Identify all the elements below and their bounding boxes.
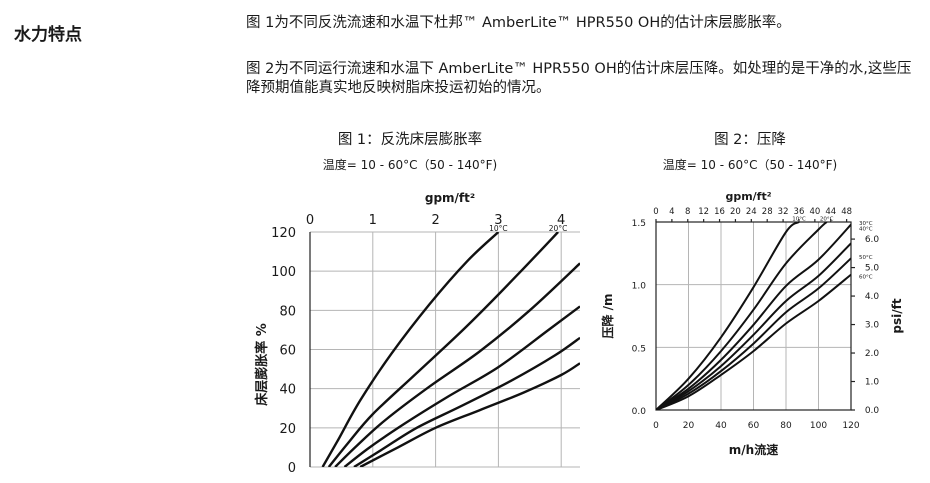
chart1-y-tick-label: 0 bbox=[288, 461, 296, 476]
chart2-y-tick-label: 0.5 bbox=[632, 344, 646, 354]
chart2-series-label: 20°C bbox=[820, 217, 834, 223]
chart2-title: 图 2：压降 bbox=[714, 132, 786, 148]
chart1-series-line-6 bbox=[359, 362, 580, 467]
chart2-x-tick-label: 20 bbox=[683, 421, 695, 431]
chart1-series-label: 20°C bbox=[549, 224, 568, 233]
chart2-x-tick-label: 60 bbox=[748, 421, 760, 431]
chart2-x2-tick-label: 20 bbox=[730, 207, 741, 217]
chart2-subtitle: 温度= 10 - 60°C（50 - 140°F) bbox=[662, 158, 838, 172]
paragraph-1: 图 1为不同反洗流速和水温下杜邦™ AmberLite™ HPR550 OH的估… bbox=[246, 15, 791, 31]
chart2-y2-tick-label: 1.0 bbox=[865, 378, 880, 388]
chart1-x2-tick-label: 3 bbox=[494, 213, 502, 228]
chart2-series-label: 10°C bbox=[792, 217, 806, 223]
chart2-y2-tick-label: 6.0 bbox=[865, 235, 880, 245]
chart2-x2-tick-label: 44 bbox=[825, 207, 836, 217]
chart1-y-tick-label: 80 bbox=[279, 304, 296, 319]
chart2-x-tick-label: 40 bbox=[715, 421, 727, 431]
chart1-y-tick-label: 40 bbox=[279, 383, 296, 398]
chart2-series-label: 30°C bbox=[859, 221, 873, 227]
chart1-series-line-2 bbox=[327, 232, 559, 467]
chart2-x2-tick-label: 4 bbox=[669, 207, 674, 217]
chart2-x-tick-label: 0 bbox=[653, 421, 659, 431]
chart2-series-label: 40°C bbox=[859, 227, 873, 233]
chart1-title: 图 1：反洗床层膨胀率 bbox=[337, 132, 483, 148]
chart2-x2-tick-label: 48 bbox=[841, 207, 852, 217]
chart2-y-tick-label: 1.0 bbox=[632, 282, 647, 292]
chart2-y2-tick-label: 0.0 bbox=[865, 406, 880, 416]
chart2-y2-label: psi/ft bbox=[890, 298, 904, 333]
chart2-series-label: 50°C bbox=[859, 255, 873, 261]
chart2-series-line-4 bbox=[656, 242, 851, 410]
chart1-series-line-3 bbox=[334, 262, 580, 467]
paragraph-2: 图 2为不同运行流速和水温下 AmberLite™ HPR550 OH的估计床层… bbox=[246, 61, 912, 96]
chart2-x2-tick-label: 36 bbox=[794, 207, 805, 217]
chart1-x2-tick-label: 2 bbox=[431, 213, 439, 228]
chart1-x2-label: gpm/ft² bbox=[425, 191, 475, 205]
chart1-subtitle: 温度= 10 - 60°C（50 - 140°F) bbox=[322, 158, 498, 172]
chart1-y-tick-label: 100 bbox=[271, 265, 296, 280]
chart2-y-label: 压降 /m bbox=[600, 293, 615, 338]
chart2-series-label: 60°C bbox=[859, 274, 873, 280]
chart2-y-tick-label: 1.5 bbox=[632, 219, 646, 229]
chart1-y-tick-label: 20 bbox=[279, 422, 296, 437]
chart2-series-line-5 bbox=[656, 257, 851, 410]
chart1-x2-tick-label: 4 bbox=[557, 213, 565, 228]
chart1-x2-tick-label: 1 bbox=[369, 213, 377, 228]
section-title: 水力特点 bbox=[14, 25, 82, 45]
chart2-x-tick-label: 120 bbox=[842, 421, 859, 431]
chart2-y2-tick-label: 2.0 bbox=[865, 349, 880, 359]
chart2-x-label: m/h流速 bbox=[729, 442, 778, 457]
chart2-y2-tick-label: 3.0 bbox=[865, 321, 880, 331]
chart1-y-label: 床层膨胀率 % bbox=[254, 323, 270, 406]
chart2-x2-tick-label: 12 bbox=[698, 207, 709, 217]
chart2-series-line-1 bbox=[656, 222, 800, 410]
chart2-series-line-6 bbox=[656, 273, 851, 410]
chart2-x2-tick-label: 40 bbox=[809, 207, 820, 217]
chart1-y-tick-label: 60 bbox=[279, 344, 296, 359]
chart1-series-line-4 bbox=[343, 305, 580, 467]
chart2-x2-tick-label: 0 bbox=[653, 207, 658, 217]
chart1-x2-tick-label: 0 bbox=[306, 213, 314, 228]
chart2-series-line-3 bbox=[656, 223, 851, 410]
chart1-series-line-5 bbox=[353, 336, 580, 467]
chart1-bed-expansion: 0 20 40 60 80 100 120 0 1 2 3 4 gpm/ft² 床层膨胀率 % 10°C 20… bbox=[254, 191, 580, 476]
chart2-x2-tick-label: 24 bbox=[746, 207, 757, 217]
chart2-y2-tick-label: 5.0 bbox=[865, 264, 880, 274]
chart2-x-tick-label: 100 bbox=[810, 421, 827, 431]
chart2-x2-tick-label: 8 bbox=[685, 207, 690, 217]
chart2-x2-tick-label: 28 bbox=[762, 207, 773, 217]
chart2-y-tick-label: 0.0 bbox=[632, 407, 647, 417]
chart1-series-line-1 bbox=[321, 232, 500, 467]
chart1-y-tick-label: 120 bbox=[271, 226, 296, 241]
chart2-frame bbox=[655, 221, 852, 411]
chart2-x-tick-label: 80 bbox=[780, 421, 792, 431]
chart2-x2-label: gpm/ft² bbox=[725, 190, 771, 203]
chart1-series-label: 10°C bbox=[489, 224, 508, 233]
chart2-x2-tick-label: 16 bbox=[714, 207, 725, 217]
chart2-x2-tick-label: 32 bbox=[778, 207, 789, 217]
chart2-y2-tick-label: 4.0 bbox=[865, 292, 880, 302]
chart2-series-line-2 bbox=[656, 222, 828, 410]
